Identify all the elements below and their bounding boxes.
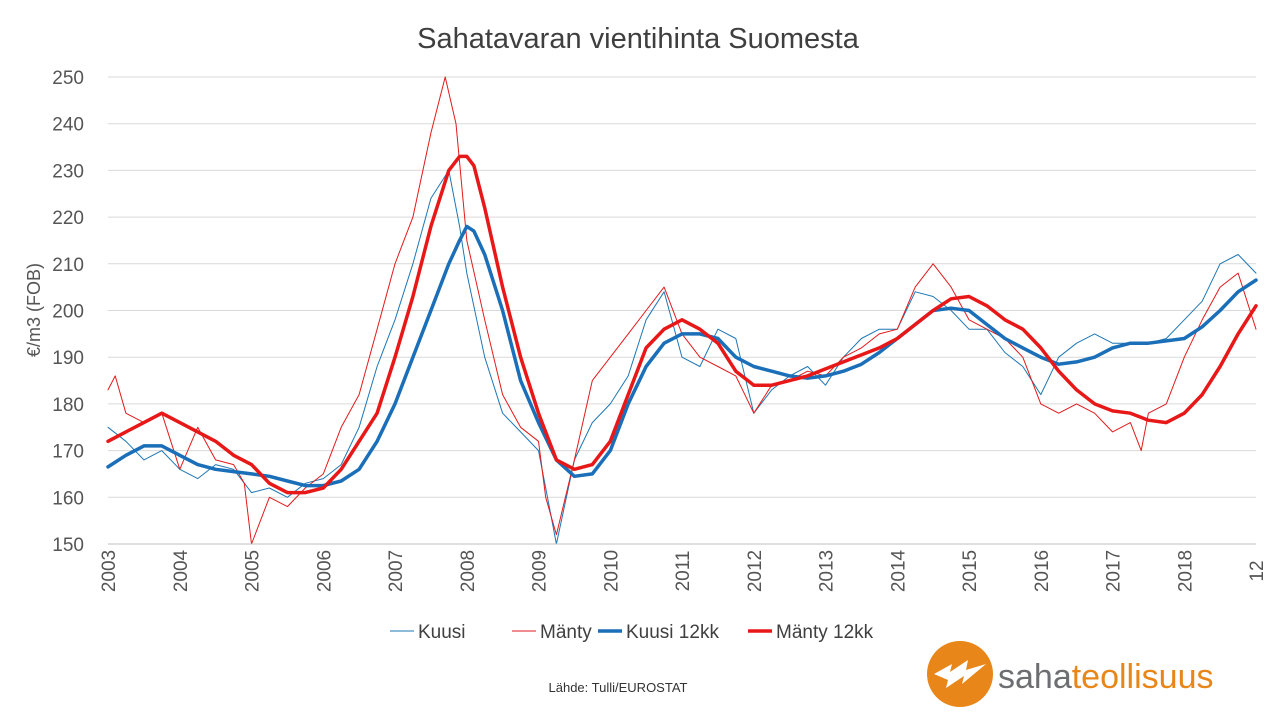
sahateollisuus-logo: sahateollisuus	[927, 641, 1213, 707]
y-tick-label: 240	[52, 115, 84, 136]
legend: Kuusi Mänty Kuusi 12kk Mänty 12kk	[390, 622, 874, 643]
x-tick-label: 2008	[458, 550, 479, 592]
gridlines	[108, 76, 1256, 498]
logo-saw-blade-icon	[934, 660, 986, 688]
legend-label-kuusi: Kuusi	[418, 622, 466, 643]
y-tick-label: 250	[52, 68, 84, 89]
logo-text-teollisuus: teollisuus	[1072, 658, 1214, 696]
series-line-manty-12kk	[106, 154, 1258, 495]
logo-text-saha: saha	[998, 658, 1072, 696]
y-tick-label: 220	[52, 208, 84, 229]
x-tick-label: 2015	[960, 550, 981, 592]
legend-label-kuusi-12kk: Kuusi 12kk	[626, 622, 719, 643]
series-line-kuusi-12kk	[106, 224, 1258, 488]
x-tick-label: 2006	[314, 550, 335, 592]
source-note: Lähde: Tulli/EUROSTAT	[549, 680, 688, 695]
x-tick-label: 2005	[243, 550, 264, 592]
x-tick-label: 2010	[601, 550, 622, 592]
y-tick-label: 150	[52, 535, 84, 556]
x-tick-label: 2009	[530, 550, 551, 592]
x-tick-label: 2011	[673, 551, 694, 592]
x-tick-label: 2003	[99, 550, 120, 592]
x-tick-label: 2013	[817, 550, 838, 592]
y-tick-label: 170	[52, 442, 84, 463]
x-tick-label: 2016	[1032, 550, 1053, 592]
series-lines	[106, 76, 1258, 545]
x-tick-label: 2018	[1175, 550, 1196, 592]
y-tick-label: 160	[52, 488, 84, 509]
y-tick-label: 190	[52, 348, 84, 369]
y-tick-label: 180	[52, 395, 84, 416]
x-tick-label: 2014	[888, 549, 909, 592]
x-axis-tick-labels: 2003 2004 2005 2006 2007 2008 2009 2010 2011 2012…	[99, 549, 1268, 592]
x-tick-label: 12	[1247, 560, 1268, 581]
series-line-manty	[107, 76, 1257, 545]
x-tick-label: 2004	[171, 549, 192, 592]
x-tick-label: 2012	[745, 550, 766, 592]
x-tick-label: 2017	[1104, 550, 1125, 592]
legend-label-manty: Mänty	[540, 622, 592, 643]
y-axis-label: €/m3 (FOB)	[24, 263, 44, 357]
y-axis-tick-labels: 150 160 170 180 190 200 210 220 230 240 250	[52, 68, 84, 556]
x-tick-label: 2007	[386, 550, 407, 592]
y-tick-label: 210	[52, 255, 84, 276]
series-line-kuusi	[107, 169, 1257, 545]
legend-label-manty-12kk: Mänty 12kk	[776, 622, 874, 643]
y-tick-label: 200	[52, 302, 84, 323]
chart-title: Sahatavaran vientihinta Suomesta	[417, 23, 860, 55]
svg-text:sahateollisuus: sahateollisuus	[998, 658, 1213, 696]
y-tick-label: 230	[52, 161, 84, 182]
